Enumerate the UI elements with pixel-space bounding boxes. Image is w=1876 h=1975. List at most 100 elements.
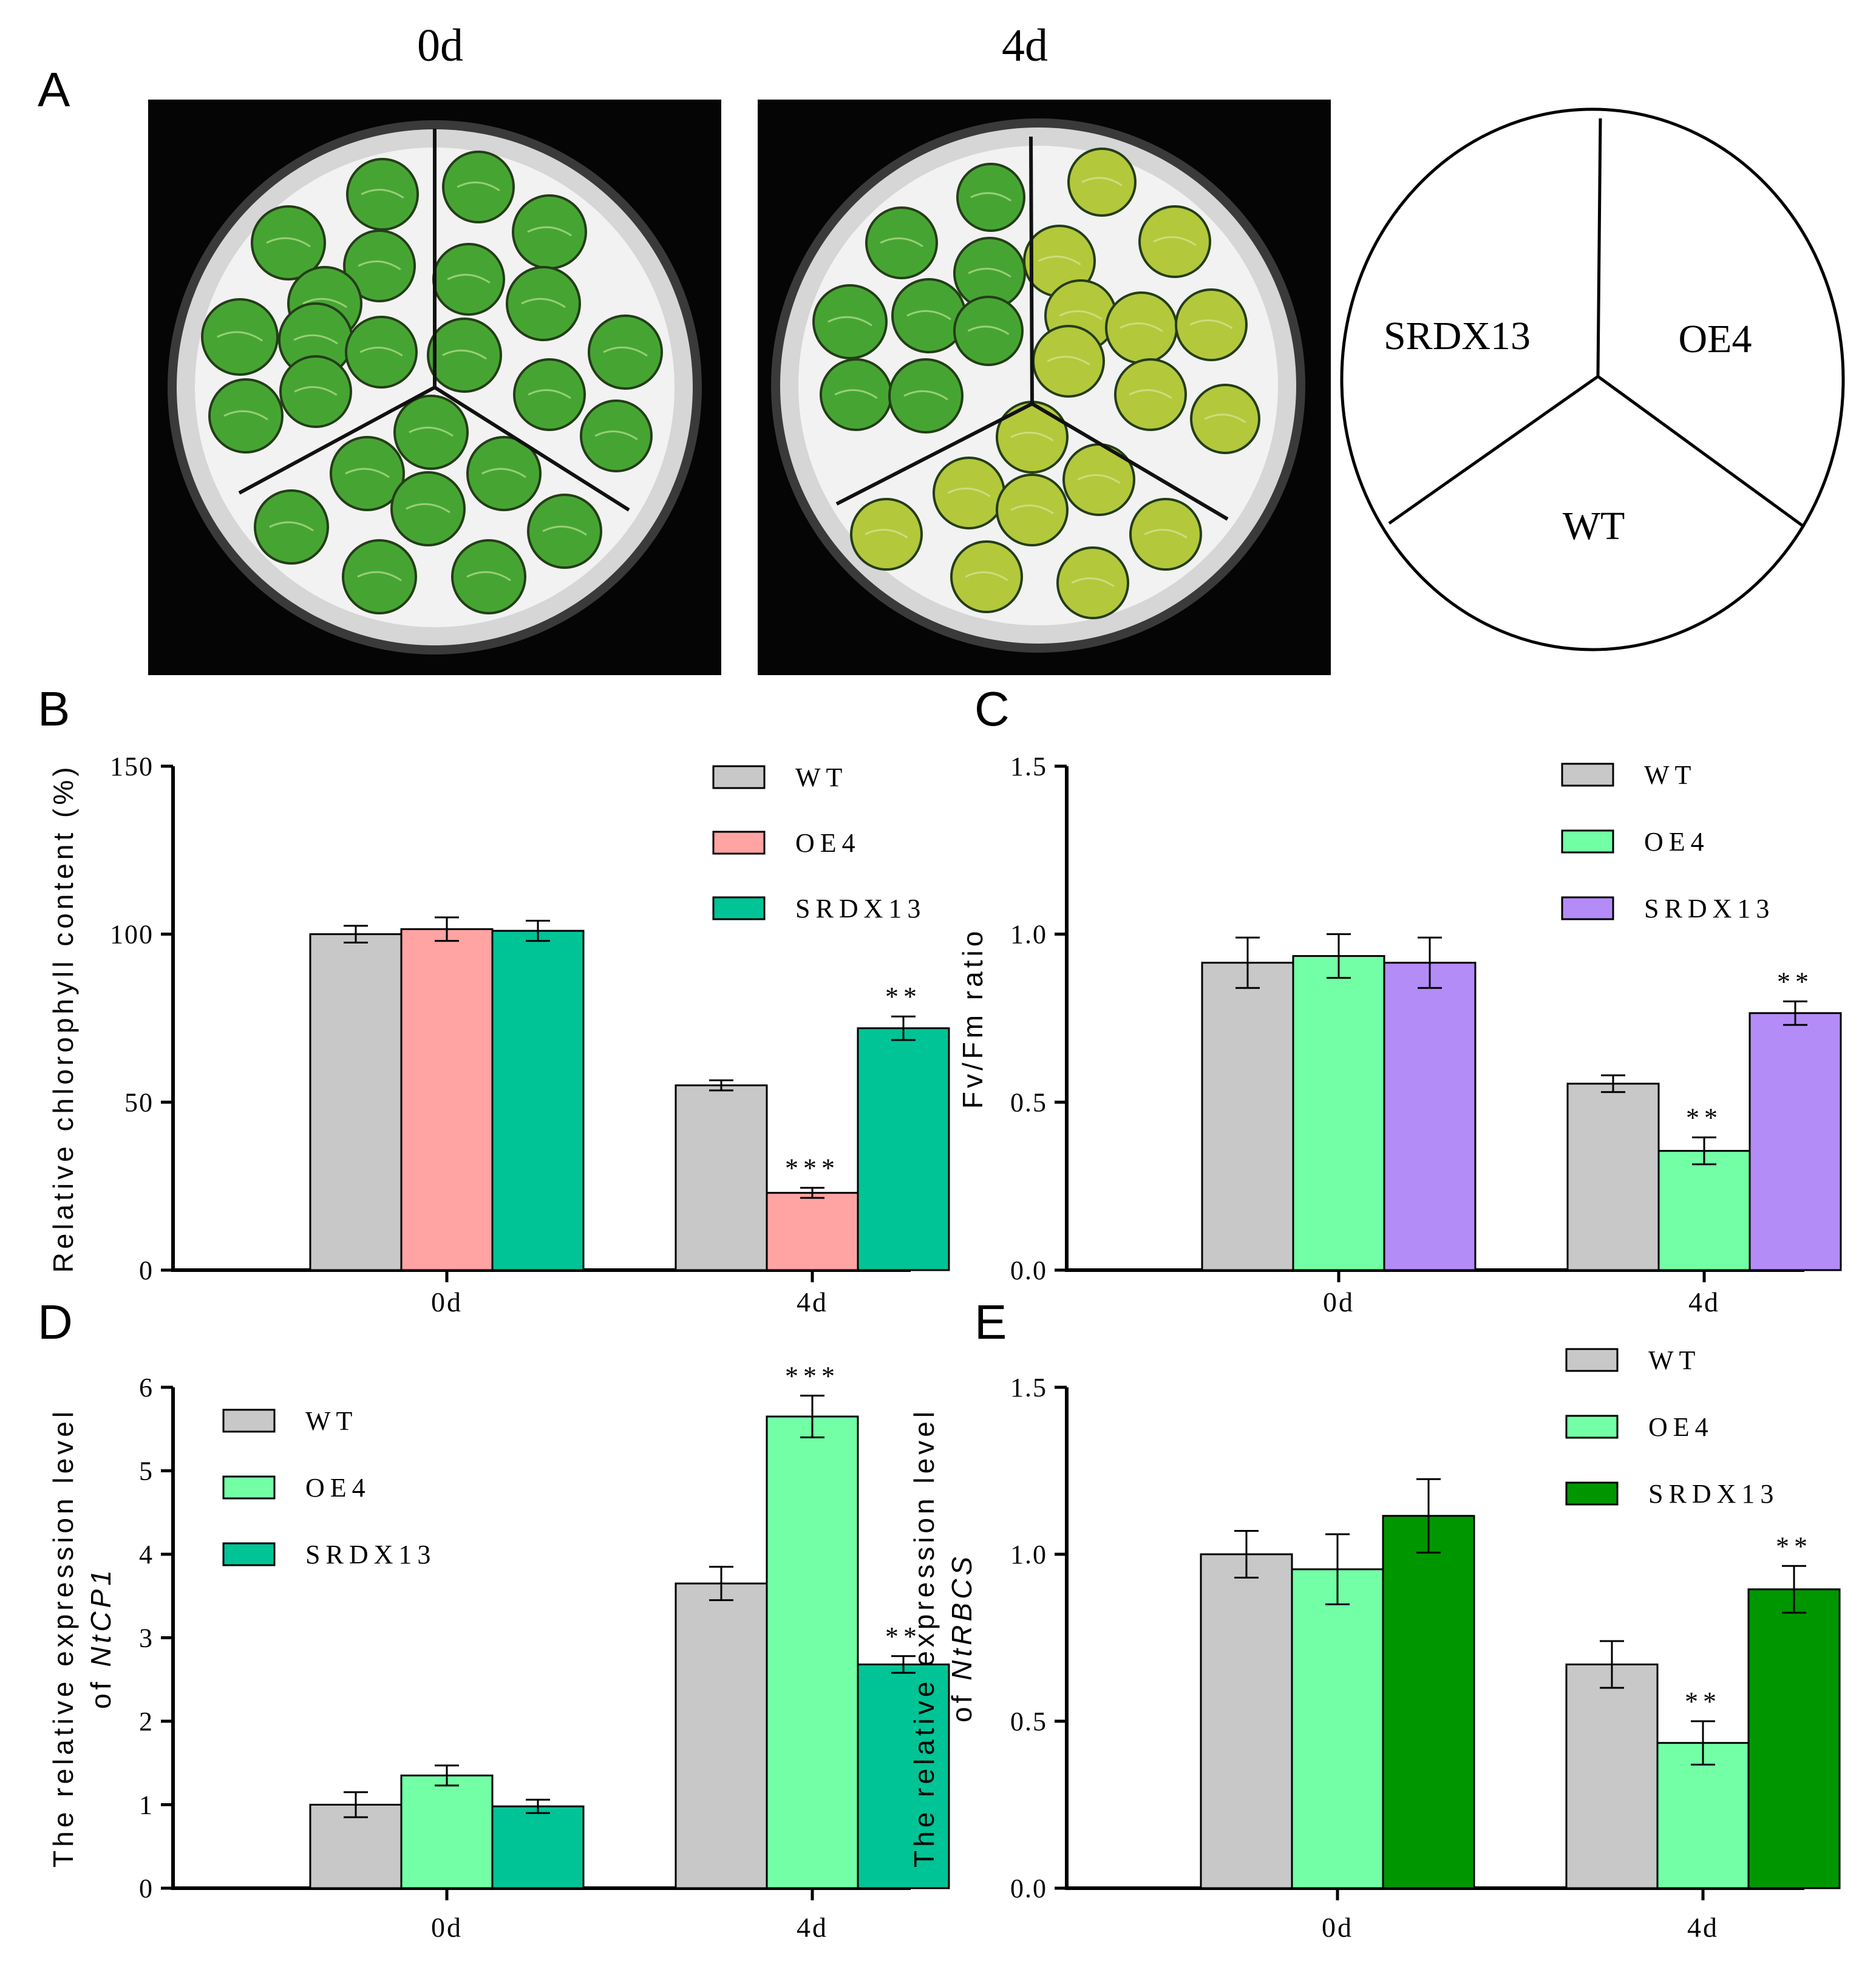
y-tick-label: 5 bbox=[139, 1457, 154, 1486]
x-tick-label: 4d bbox=[1687, 1912, 1719, 1943]
leaf-discs bbox=[201, 151, 663, 614]
panel-letter-d: D bbox=[38, 1295, 73, 1349]
bar-wt-4d bbox=[675, 1582, 768, 1889]
leaf-vein bbox=[1047, 356, 1090, 366]
sector-dividers bbox=[238, 129, 630, 512]
petri-dish-photo-0d bbox=[148, 100, 721, 675]
x-tick-label: 4d bbox=[797, 1912, 828, 1943]
leaf-vein bbox=[970, 192, 1011, 202]
bar-wt-0d bbox=[309, 1804, 403, 1889]
bar-wt-0d bbox=[1200, 1553, 1293, 1889]
significance-label: ** bbox=[1776, 1531, 1812, 1561]
leaf-disc bbox=[427, 318, 502, 393]
y-axis-title-space bbox=[85, 1667, 117, 1679]
leaf-disc bbox=[251, 205, 326, 280]
significance-label: ** bbox=[1686, 1103, 1722, 1132]
x-tick-label: 0d bbox=[431, 1287, 463, 1317]
x-tick-label: 0d bbox=[1323, 1287, 1354, 1317]
significance-label: ** bbox=[885, 982, 922, 1011]
leaf-vein bbox=[1129, 389, 1172, 399]
legend-label-srdx13: SRDX13 bbox=[305, 1540, 436, 1569]
legend-label-wt: WT bbox=[795, 763, 848, 792]
y-axis-title-prefix: of bbox=[946, 1692, 977, 1722]
y-axis-title-line2: of NtRBCS bbox=[946, 1553, 977, 1722]
legend-label-oe4: OE4 bbox=[1648, 1412, 1714, 1442]
leaf-disc bbox=[888, 358, 963, 433]
x-tick-label: 4d bbox=[797, 1287, 828, 1317]
y-tick-label: 0 bbox=[139, 1256, 154, 1285]
y-tick-label: 0.0 bbox=[1010, 1256, 1047, 1285]
leaf-vein bbox=[527, 226, 572, 237]
diagram-label-srdx13: SRDX13 bbox=[1384, 314, 1531, 358]
leaf-vein bbox=[447, 274, 491, 284]
legend-swatch-srdx13 bbox=[712, 896, 766, 920]
bar-wt-4d bbox=[675, 1084, 768, 1271]
leaf-vein bbox=[266, 237, 311, 248]
diagram-label-oe4: OE4 bbox=[1679, 317, 1752, 361]
legend-swatch-srdx13 bbox=[222, 1542, 276, 1566]
legend-swatch-wt bbox=[712, 765, 766, 789]
leaf-disc bbox=[513, 358, 586, 431]
y-axis-title: Fv/Fm ratio bbox=[957, 928, 988, 1109]
bar-wt-0d bbox=[1201, 962, 1294, 1271]
leaf-vein bbox=[359, 347, 403, 357]
bar-wt-0d bbox=[309, 933, 403, 1271]
panel-a: A 0d 4d bbox=[38, 20, 1845, 675]
y-axis-title-prefix: of bbox=[85, 1678, 117, 1708]
bar-srdx13-0d bbox=[1382, 1515, 1475, 1889]
bar-srdx13-0d bbox=[1383, 962, 1477, 1271]
y-tick-label: 0.0 bbox=[1010, 1874, 1047, 1903]
y-tick-label: 150 bbox=[110, 752, 154, 781]
sector-diagram: SRDX13 OE4 WT bbox=[1340, 107, 1845, 651]
leaf-disc bbox=[956, 163, 1025, 232]
leaf-disc bbox=[950, 540, 1023, 613]
leaf-disc bbox=[442, 151, 515, 223]
leaf-disc bbox=[812, 284, 888, 359]
diagram-label-wt: WT bbox=[1563, 504, 1625, 548]
leaf-vein bbox=[603, 346, 648, 357]
y-tick-label: 2 bbox=[139, 1707, 154, 1736]
leaf-disc bbox=[1105, 291, 1178, 364]
panel-letter-b: B bbox=[38, 682, 70, 736]
leaf-disc bbox=[588, 314, 663, 390]
y-tick-label: 50 bbox=[124, 1087, 154, 1117]
bar-oe4-0d bbox=[400, 1774, 494, 1889]
leaf-disc bbox=[1114, 358, 1187, 431]
leaf-vein bbox=[466, 571, 511, 582]
bar-oe4-0d bbox=[400, 928, 494, 1271]
leaf-disc bbox=[512, 194, 587, 270]
significance-label: ** bbox=[885, 1622, 922, 1651]
leaf-vein bbox=[1038, 256, 1081, 266]
x-tick-label: 0d bbox=[1322, 1912, 1353, 1943]
y-tick-label: 100 bbox=[110, 920, 154, 950]
legend-label-wt: WT bbox=[305, 1406, 358, 1436]
leaf-disc bbox=[254, 489, 329, 565]
leaf-vein bbox=[542, 525, 587, 536]
leaf-vein bbox=[947, 488, 991, 498]
leaf-vein bbox=[358, 260, 401, 271]
legend-label-wt: WT bbox=[1648, 1345, 1701, 1375]
leaf-vein bbox=[528, 389, 571, 399]
y-tick-label: 0.5 bbox=[1010, 1707, 1047, 1736]
x-tick-label: 0d bbox=[431, 1912, 463, 1943]
leaf-vein bbox=[834, 389, 878, 399]
leaf-vein bbox=[357, 571, 402, 582]
bar-srdx13-4d bbox=[857, 1664, 950, 1889]
photo-4d-label: 4d bbox=[1002, 20, 1048, 71]
y-tick-label: 1 bbox=[139, 1790, 154, 1820]
leaf-disc bbox=[330, 436, 405, 511]
photo-0d-label: 0d bbox=[417, 20, 463, 71]
panel-letter-a: A bbox=[38, 63, 70, 117]
bar-wt-4d bbox=[1566, 1083, 1660, 1271]
leaf-vein bbox=[1077, 474, 1121, 484]
significance-label: *** bbox=[785, 1361, 840, 1391]
leaf-disc bbox=[865, 206, 938, 279]
leaf-disc bbox=[1175, 288, 1248, 361]
leaf-disc bbox=[432, 243, 505, 316]
y-tick-label: 0.5 bbox=[1010, 1087, 1047, 1117]
leaf-vein bbox=[409, 426, 454, 437]
leaf-disc bbox=[345, 316, 418, 389]
bar-oe4-0d bbox=[1291, 1568, 1384, 1889]
